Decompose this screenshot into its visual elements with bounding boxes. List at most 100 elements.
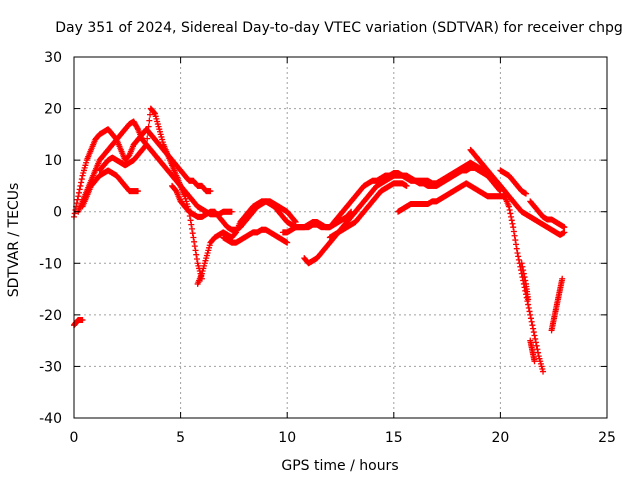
data-point xyxy=(532,339,539,346)
data-point xyxy=(513,241,520,248)
data-point xyxy=(531,332,538,339)
series-arc-15 xyxy=(527,198,568,231)
data-point xyxy=(507,210,514,217)
x-tick-label: 20 xyxy=(491,430,509,446)
data-point xyxy=(526,308,533,315)
data-point xyxy=(193,255,200,262)
data-point xyxy=(147,111,154,118)
data-point xyxy=(530,329,537,336)
series-arc-6 xyxy=(79,167,141,210)
x-tick-label: 10 xyxy=(278,430,296,446)
data-point xyxy=(190,234,197,241)
data-point xyxy=(520,267,527,274)
data-point xyxy=(506,206,513,213)
data-point xyxy=(532,335,539,342)
series-arc-17 xyxy=(518,260,532,303)
data-points xyxy=(71,105,568,375)
data-point xyxy=(525,304,532,311)
data-point xyxy=(145,123,152,130)
y-tick-label: -20 xyxy=(39,308,62,324)
data-point xyxy=(188,225,195,232)
series-arc-11 xyxy=(326,180,410,241)
data-point xyxy=(515,253,522,260)
series-arc-4 xyxy=(220,226,291,246)
data-point xyxy=(510,224,517,231)
data-point xyxy=(143,141,150,148)
data-point xyxy=(519,263,526,270)
x-tick-label: 5 xyxy=(176,430,185,446)
x-tick-label: 0 xyxy=(70,430,79,446)
series-arc-13 xyxy=(467,146,568,238)
data-point xyxy=(510,228,517,235)
data-point xyxy=(78,179,85,186)
data-point xyxy=(403,182,410,189)
data-point xyxy=(207,188,214,195)
y-tick-label: 0 xyxy=(53,205,62,221)
data-point xyxy=(151,109,158,116)
plot-frame xyxy=(73,56,608,419)
data-point xyxy=(191,238,198,245)
data-point xyxy=(527,315,534,322)
data-point xyxy=(78,176,85,183)
data-point xyxy=(529,322,536,329)
y-tick-label: -10 xyxy=(39,256,62,272)
data-point xyxy=(134,188,141,195)
chart-title: Day 351 of 2024, Sidereal Day-to-day VTE… xyxy=(55,20,623,36)
data-point xyxy=(134,124,141,131)
y-tick-label: 20 xyxy=(44,102,62,118)
series-arc-1 xyxy=(71,317,86,329)
axis-ticks: 0 5 10 15 20 25 -40 -30 -20 -10 0 10 20 30 xyxy=(39,50,616,446)
data-point xyxy=(512,237,519,244)
data-point xyxy=(525,301,532,308)
data-point xyxy=(561,224,568,231)
series-arc-14 xyxy=(497,167,529,197)
data-point xyxy=(559,275,566,282)
data-point xyxy=(527,311,534,318)
series-arc-12 xyxy=(395,180,547,375)
x-axis-label: GPS time / hours xyxy=(281,458,398,474)
x-tick-label: 15 xyxy=(385,430,403,446)
data-point xyxy=(515,256,522,263)
data-point xyxy=(292,218,299,225)
data-point xyxy=(284,239,291,246)
data-point xyxy=(561,229,568,236)
data-point xyxy=(509,220,516,227)
data-point xyxy=(292,219,299,226)
data-point xyxy=(228,208,235,215)
data-point xyxy=(533,342,540,349)
data-point xyxy=(522,277,529,284)
series-arc-18 xyxy=(548,275,566,334)
data-point xyxy=(79,317,86,324)
y-tick-label: 30 xyxy=(44,50,62,66)
y-tick-label: -40 xyxy=(39,411,62,427)
data-point xyxy=(514,249,521,256)
data-point xyxy=(144,135,151,142)
data-point xyxy=(535,349,542,356)
data-point xyxy=(187,217,194,224)
data-point xyxy=(75,189,82,196)
data-point xyxy=(508,217,515,224)
data-point xyxy=(520,270,527,277)
data-point xyxy=(189,230,196,237)
data-point xyxy=(531,358,538,365)
x-tick-label: 25 xyxy=(598,430,616,446)
data-point xyxy=(525,296,532,303)
y-axis-label: SDTVAR / TECUs xyxy=(6,183,22,298)
series-arc-8 xyxy=(169,182,299,233)
data-point xyxy=(191,243,198,250)
data-point xyxy=(188,221,195,228)
data-point xyxy=(508,213,515,220)
data-point xyxy=(146,117,153,124)
data-point xyxy=(522,190,529,197)
data-point xyxy=(540,368,547,375)
y-tick-label: 10 xyxy=(44,153,62,169)
series-arc-7 xyxy=(96,105,214,195)
data-point xyxy=(521,274,528,281)
data-point xyxy=(534,346,541,353)
data-point xyxy=(142,142,149,149)
data-point xyxy=(530,325,537,332)
data-point xyxy=(192,247,199,254)
series-arc-10 xyxy=(301,164,508,267)
data-point xyxy=(511,232,518,239)
